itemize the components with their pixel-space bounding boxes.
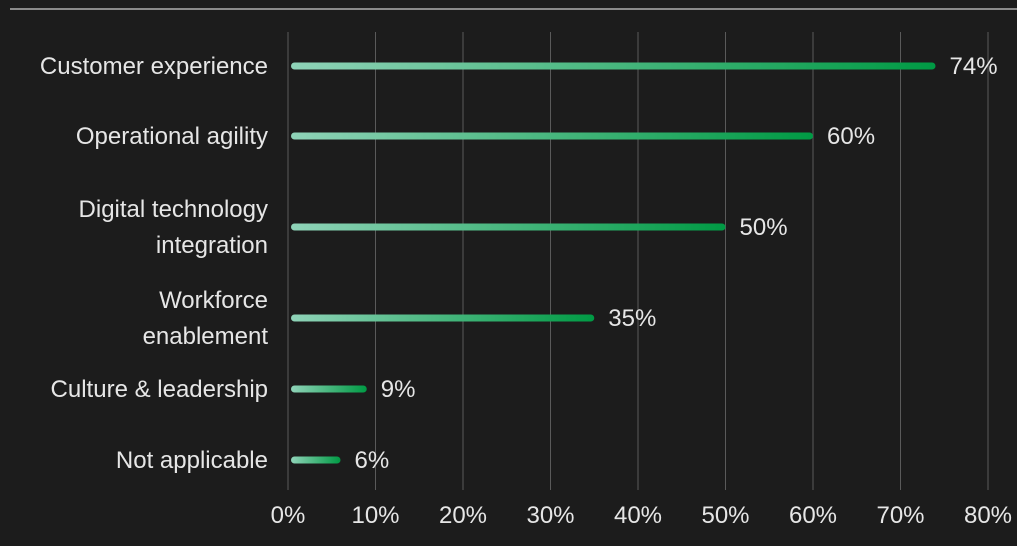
- category-label-line: enablement: [143, 323, 269, 350]
- x-axis-tick-labels: 0% 10% 20% 30% 40% 50% 60% 70% 80%: [271, 502, 1012, 529]
- value-label: 6%: [355, 447, 390, 474]
- value-label: 60%: [827, 123, 875, 150]
- category-label-line: Digital technology: [79, 196, 268, 223]
- x-tick-label: 40%: [614, 502, 662, 529]
- x-tick-label: 60%: [789, 502, 837, 529]
- category-label: Customer experience: [40, 53, 268, 80]
- x-tick-label: 0%: [271, 502, 306, 529]
- category-label-line: integration: [156, 232, 268, 259]
- category-label: Workforce enablement: [143, 287, 269, 350]
- bar: [291, 224, 726, 231]
- category-label: Digital technology integration: [79, 196, 268, 259]
- category-label-line: Not applicable: [116, 447, 268, 474]
- category-label-line: Workforce: [159, 287, 268, 314]
- x-tick-label: 30%: [526, 502, 574, 529]
- value-labels: 74% 60% 50% 35% 9% 6%: [355, 53, 998, 474]
- category-label-line: Customer experience: [40, 53, 268, 80]
- x-tick-label: 20%: [439, 502, 487, 529]
- category-label-line: Culture & leadership: [51, 376, 268, 403]
- grid-lines: [288, 32, 988, 490]
- bar: [291, 457, 341, 464]
- category-label: Not applicable: [116, 447, 268, 474]
- bar: [291, 63, 936, 70]
- x-tick-label: 70%: [876, 502, 924, 529]
- x-tick-label: 10%: [351, 502, 399, 529]
- x-tick-label: 80%: [964, 502, 1012, 529]
- x-tick-label: 50%: [701, 502, 749, 529]
- bar: [291, 386, 367, 393]
- category-labels: Customer experience Operational agility Di…: [40, 53, 268, 474]
- value-label: 74%: [950, 53, 998, 80]
- category-label: Culture & leadership: [51, 376, 268, 403]
- category-label-line: Operational agility: [76, 123, 268, 150]
- category-label: Operational agility: [76, 123, 268, 150]
- value-label: 9%: [381, 376, 416, 403]
- bar: [291, 133, 813, 140]
- value-label: 50%: [740, 214, 788, 241]
- bar: [291, 315, 594, 322]
- value-label: 35%: [608, 305, 656, 332]
